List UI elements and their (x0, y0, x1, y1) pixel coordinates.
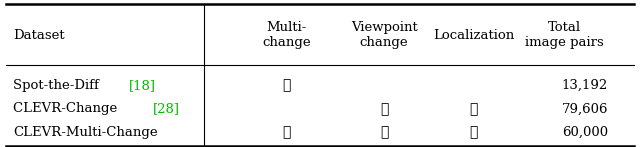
Text: Viewpoint
change: Viewpoint change (351, 21, 417, 49)
Text: CLEVR-Multi-Change: CLEVR-Multi-Change (13, 126, 157, 139)
Text: Dataset: Dataset (13, 29, 65, 42)
Text: ✓: ✓ (469, 125, 478, 139)
Text: [28]: [28] (153, 102, 180, 115)
Text: Multi-
change: Multi- change (262, 21, 310, 49)
Text: ✓: ✓ (380, 125, 388, 139)
Text: ✓: ✓ (469, 102, 478, 116)
Text: ✓: ✓ (282, 125, 291, 139)
Text: Localization: Localization (433, 29, 514, 42)
Text: 60,000: 60,000 (562, 126, 608, 139)
Text: Total
image pairs: Total image pairs (525, 21, 604, 49)
Text: Spot-the-Diff: Spot-the-Diff (13, 79, 103, 92)
Text: ✓: ✓ (282, 78, 291, 92)
Text: 79,606: 79,606 (561, 102, 608, 115)
Text: ✓: ✓ (380, 102, 388, 116)
Text: CLEVR-Change: CLEVR-Change (13, 102, 122, 115)
Text: [18]: [18] (129, 79, 156, 92)
Text: 13,192: 13,192 (562, 79, 608, 92)
